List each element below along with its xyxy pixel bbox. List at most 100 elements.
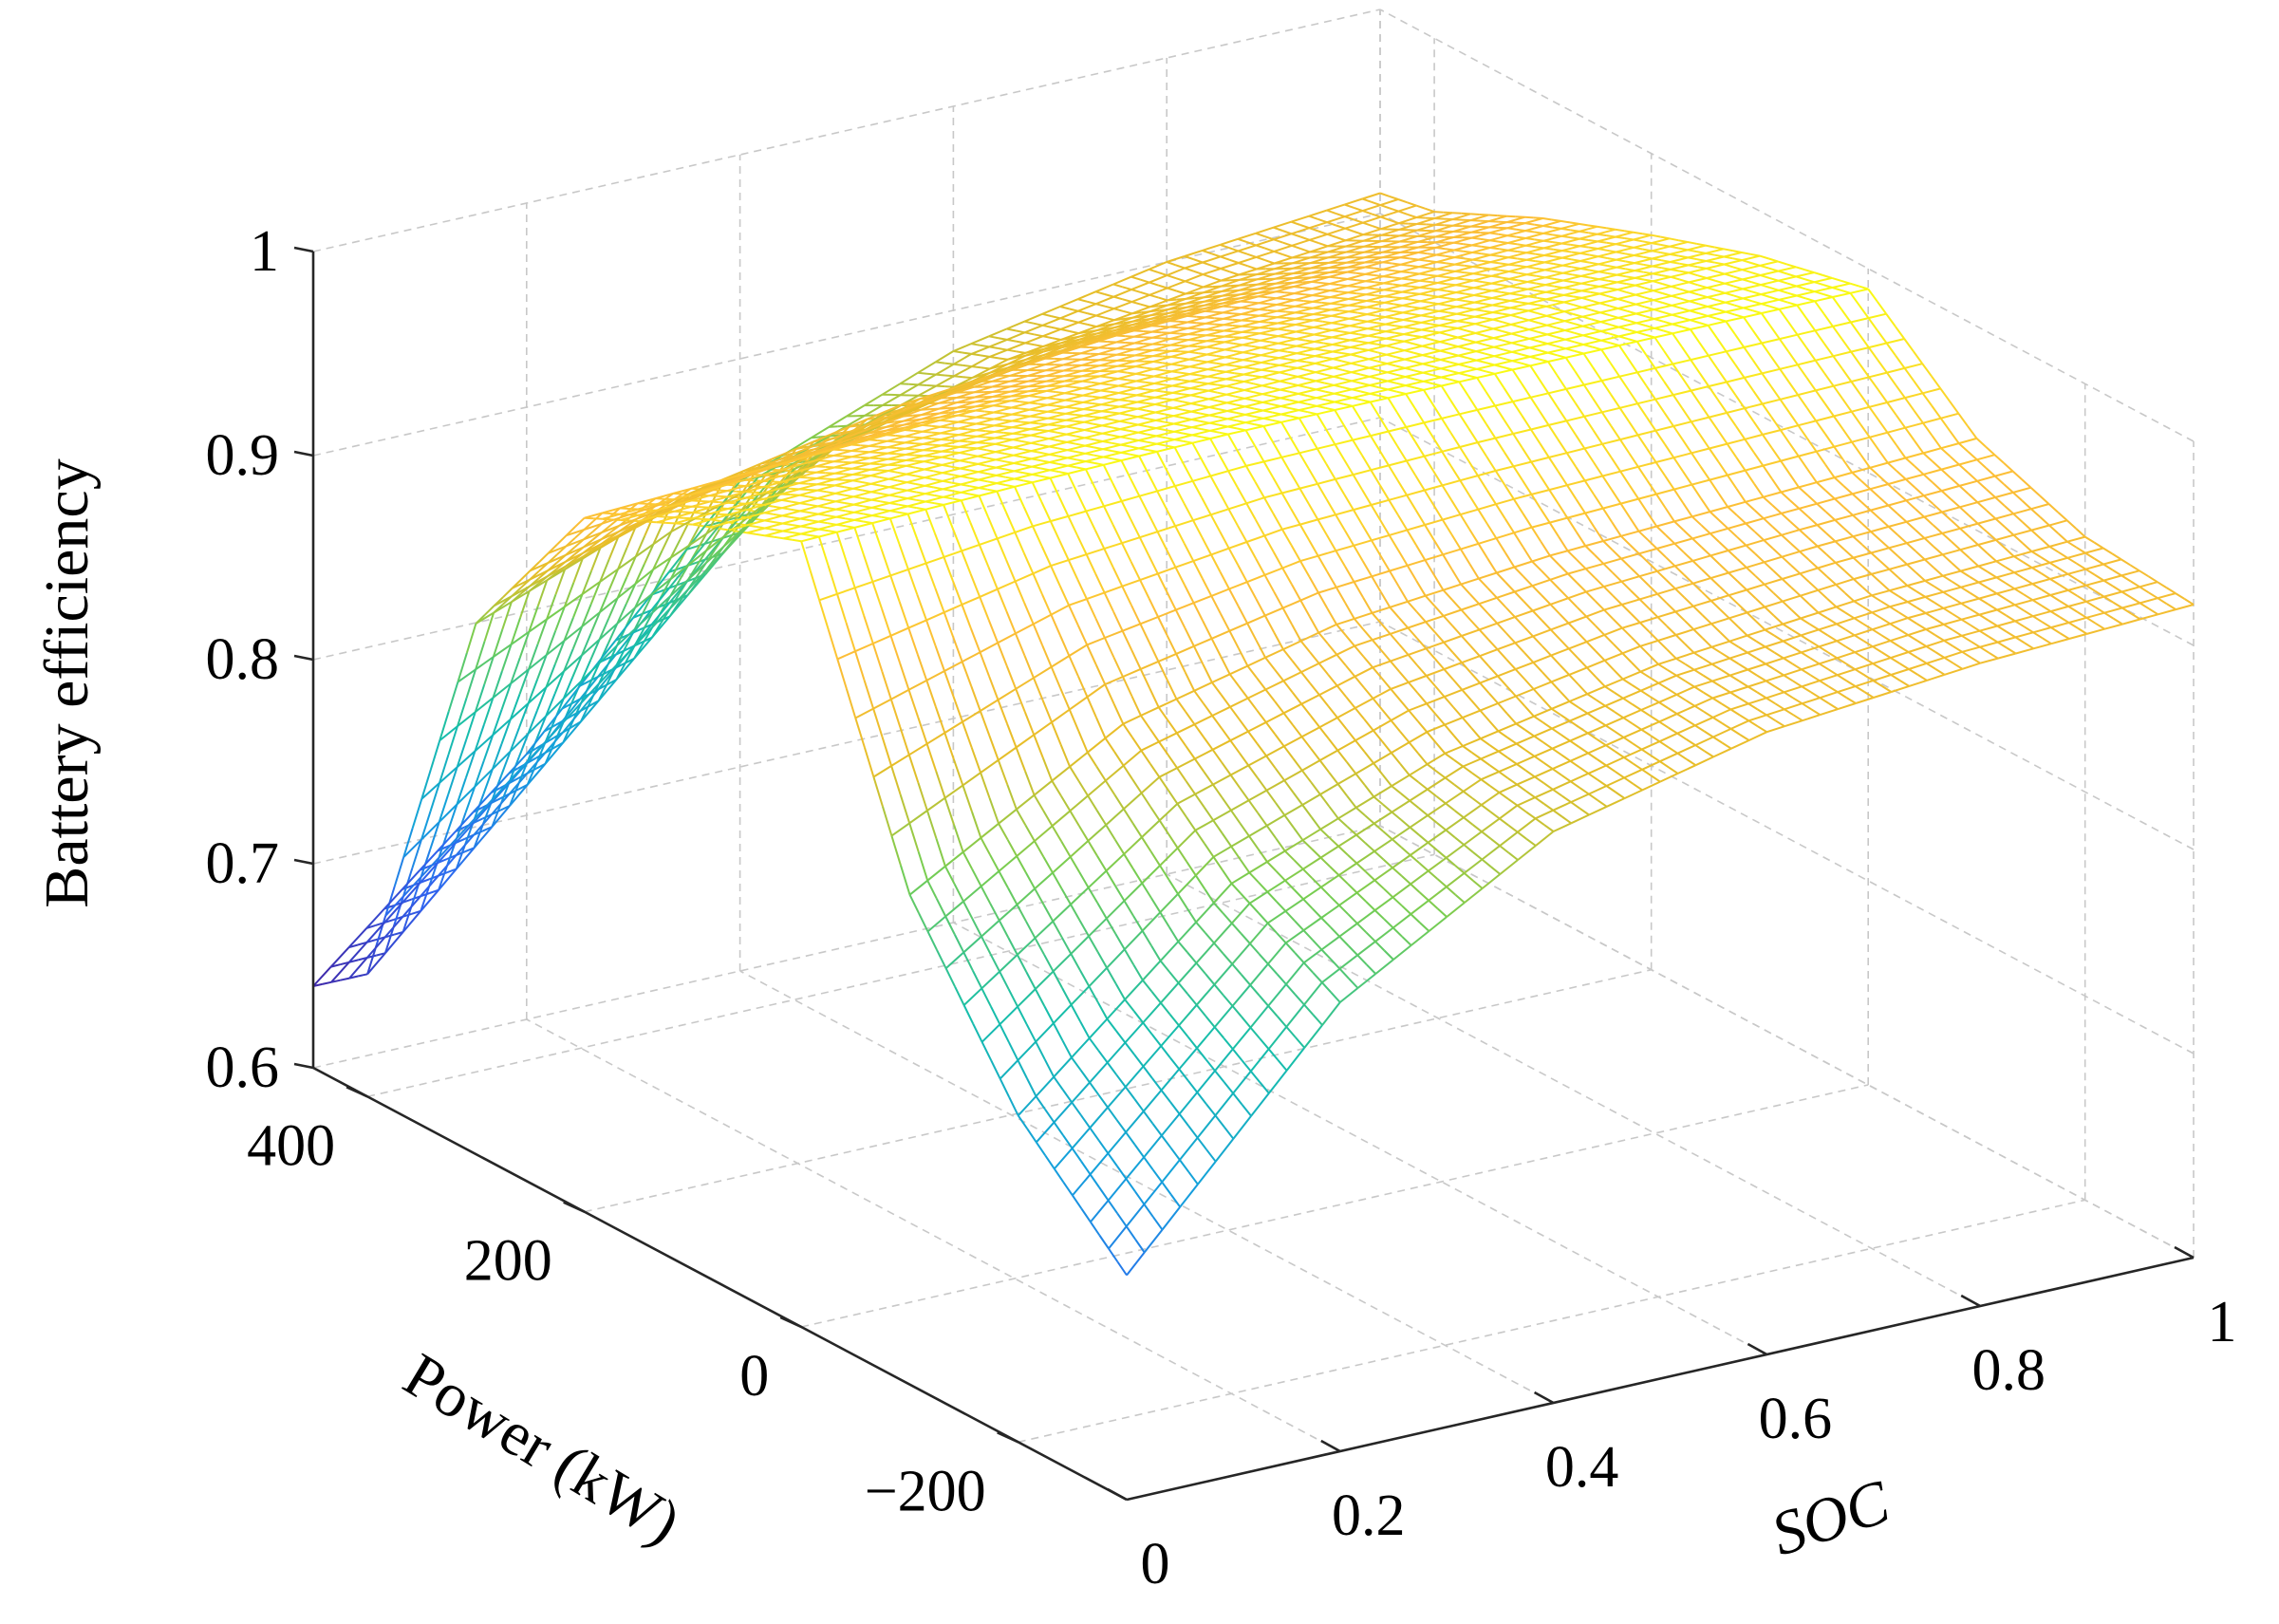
mesh-soc-line (1212, 819, 1224, 834)
mesh-soc-line (1594, 600, 1605, 611)
mesh-soc-line (1256, 677, 1267, 691)
mesh-soc-line (1327, 674, 1338, 687)
mesh-soc-line (2041, 621, 2052, 628)
mesh-soc-line (1534, 755, 1544, 764)
mesh-soc-line (545, 630, 557, 656)
mesh-soc-line (1149, 281, 1159, 287)
mesh-soc-line (652, 523, 663, 545)
mesh-soc-line (1488, 744, 1500, 753)
mesh-soc-line (1541, 644, 1552, 657)
mesh-soc-line (1414, 509, 1426, 526)
mesh-soc-line (1843, 527, 1854, 537)
mesh-soc-line (1637, 466, 1649, 481)
mesh-soc-line (1851, 441, 1862, 456)
mesh-soc-line (1023, 711, 1036, 736)
mesh-soc-line (1716, 399, 1728, 414)
mesh-soc-line (1578, 706, 1589, 715)
mesh-soc-line (1801, 668, 1812, 677)
mesh-soc-line (1988, 635, 1999, 644)
mesh-soc-line (1210, 553, 1222, 572)
mesh-soc-line (1843, 569, 1855, 580)
mesh-soc-line (1220, 656, 1231, 675)
mesh-soc-line (1729, 708, 1741, 717)
mesh-soc-line (1560, 734, 1571, 742)
mesh-soc-line (1673, 520, 1685, 532)
mesh-soc-line (1410, 913, 1421, 924)
mesh-soc-line (1525, 811, 1537, 820)
mesh-soc-line (1799, 572, 1810, 583)
mesh-soc-line (1614, 711, 1624, 719)
mesh-soc-line (1603, 660, 1615, 671)
mesh-soc-line (1241, 1104, 1252, 1117)
mesh-soc-line (1949, 456, 1960, 466)
mesh-soc-line (1276, 973, 1287, 985)
mesh-soc-line (1160, 1089, 1171, 1103)
mesh-soc-line (1365, 901, 1376, 911)
mesh-soc-line (1943, 624, 1953, 631)
mesh-soc-line (1781, 533, 1792, 545)
mesh-soc-line (1925, 612, 1935, 620)
mesh-soc-line (1560, 219, 1571, 224)
mesh-soc-line (1443, 668, 1454, 681)
mesh-soc-line (1273, 250, 1284, 256)
mesh-soc-line (1542, 761, 1554, 770)
mesh-soc-line (1747, 685, 1758, 694)
mesh-soc-line (1896, 444, 1907, 459)
mesh-soc-line (581, 570, 592, 595)
mesh-soc-line (589, 639, 601, 661)
mesh-soc-line (1481, 831, 1492, 840)
mesh-soc-line (1202, 663, 1213, 683)
mesh-soc-line (633, 610, 645, 630)
mesh-soc-line (1274, 700, 1285, 714)
mesh-soc-line (1851, 472, 1862, 482)
mesh-soc-line (2049, 610, 2061, 618)
mesh-soc-line (1334, 443, 1345, 460)
mesh-soc-line (1433, 574, 1445, 591)
mesh-soc-line (509, 783, 520, 807)
mesh-soc-line (1284, 880, 1296, 891)
mesh-soc-line (1959, 549, 1971, 559)
mesh-soc-line (1415, 204, 1426, 210)
mesh-soc-line (1862, 640, 1874, 648)
mesh-soc-line (1504, 517, 1515, 533)
mesh-soc-line (1602, 586, 1614, 597)
mesh-soc-line (669, 562, 681, 580)
mesh-soc-line (1302, 868, 1314, 879)
mesh-soc-line (1383, 887, 1394, 899)
mesh-soc-line (1158, 776, 1169, 792)
mesh-soc-line (661, 578, 672, 597)
mesh-soc-line (1952, 645, 1963, 653)
mesh-soc-line (1159, 960, 1170, 973)
mesh-soc-line (1666, 625, 1677, 636)
mesh-soc-line (1931, 435, 1942, 449)
mesh-soc-line (1192, 560, 1204, 579)
mesh-soc-line (1435, 770, 1447, 779)
mesh-soc-line (1933, 545, 1944, 556)
mesh-soc-line (1773, 634, 1784, 643)
mesh-soc-line (1236, 486, 1248, 504)
mesh-soc-line (1489, 837, 1501, 847)
mesh-soc-line (1450, 569, 1463, 586)
mesh-soc-line (1636, 371, 1648, 387)
mesh-soc-line (1275, 870, 1286, 882)
mesh-soc-line (1280, 421, 1292, 439)
mesh-soc-line (1503, 419, 1515, 435)
mesh-soc-line (1298, 524, 1311, 541)
mesh-soc-line (1176, 847, 1188, 863)
mesh-soc-line (1176, 767, 1187, 782)
mesh-soc-line (1612, 571, 1623, 583)
mesh-soc-line (1845, 645, 1856, 654)
mesh-soc-line (1517, 831, 1527, 840)
mesh-soc-line (1461, 662, 1472, 674)
mesh-soc-line (2039, 495, 2050, 505)
mesh-soc-line (1390, 688, 1401, 700)
mesh-soc-line (1114, 982, 1126, 1000)
mesh-soc-line (1432, 539, 1445, 555)
mesh-soc-line (1334, 409, 1345, 426)
mesh-soc-line (1657, 663, 1669, 671)
mesh-soc-line (1979, 645, 1989, 654)
mesh-soc-line (1870, 531, 1881, 541)
mesh-soc-line (1558, 535, 1569, 551)
mesh-soc-line (1831, 296, 1843, 310)
mesh-soc-line (1168, 879, 1179, 895)
